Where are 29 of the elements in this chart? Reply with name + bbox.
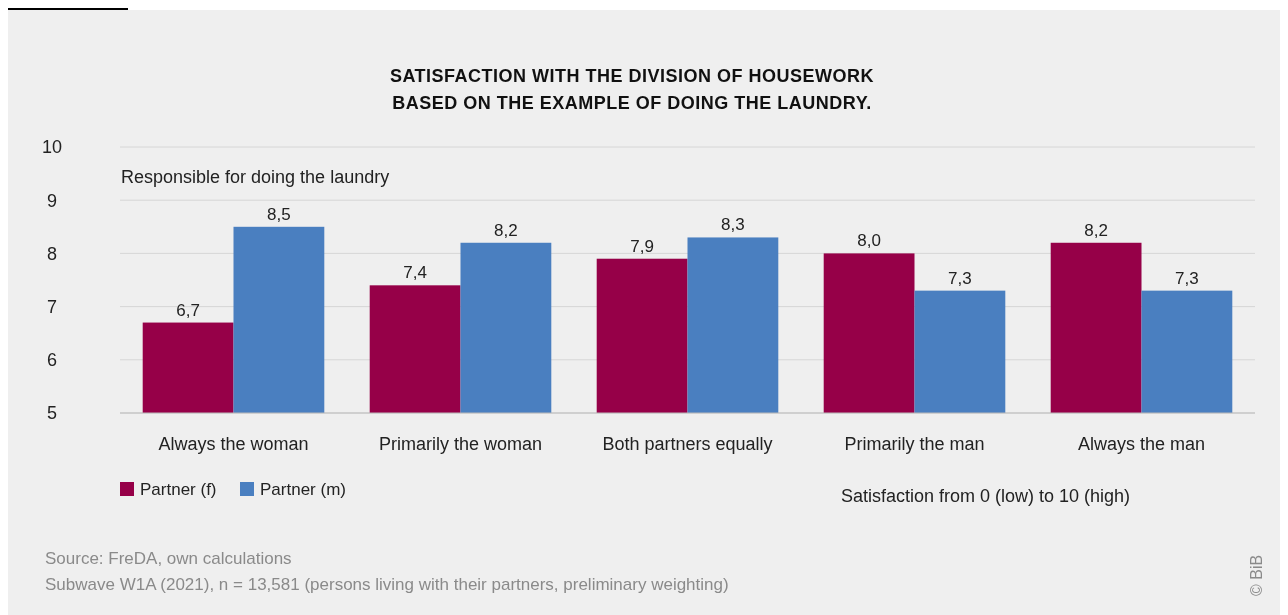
data-label: 8,5 [267,204,291,224]
data-label: 7,4 [403,263,427,283]
data-label: 6,7 [176,300,200,320]
data-label: 8,2 [1084,220,1108,240]
y-tick-label: 8 [46,243,58,264]
text: Satisfaction from 0 (low) to 10 (high) [840,486,1130,506]
annotation: Responsible for doing the laundry [121,167,390,187]
legend-label: Partner (m) [260,480,346,499]
data-label: 7,3 [948,268,972,288]
y-tick-label: 7 [46,296,58,317]
text: © BiB [1248,554,1265,596]
y-tick-label: 9 [46,190,58,211]
legend-label: Partner (f) [140,480,217,499]
data-label: 8,2 [494,220,518,240]
y-tick-label: 5 [46,403,58,424]
x-tick-label: Primarily the woman [378,434,543,454]
x-tick-label: Primarily the man [844,434,985,454]
y-tick-label: 6 [46,350,58,371]
y-tick-label: 10 [41,137,63,158]
text: Subwave W1A (2021), n = 13,581 (persons living with their partners, preliminary weighting) [45,575,729,594]
x-tick-label: Always the woman [158,434,309,454]
data-label: 7,9 [630,236,654,256]
data-label: 7,3 [1175,268,1199,288]
data-label: 8,0 [857,231,881,251]
data-label: 8,3 [721,215,745,235]
chart-title: SATISFACTION WITH THE DIVISION OF HOUSEWORK BASED ON THE EXAMPLE OF DOING THE LAUNDRY. [389,66,875,113]
source-note: Source: FreDA, own calculations [45,549,292,568]
x-tick-label: Both partners equally [602,434,773,454]
x-tick-label: Always the man [1077,434,1206,454]
